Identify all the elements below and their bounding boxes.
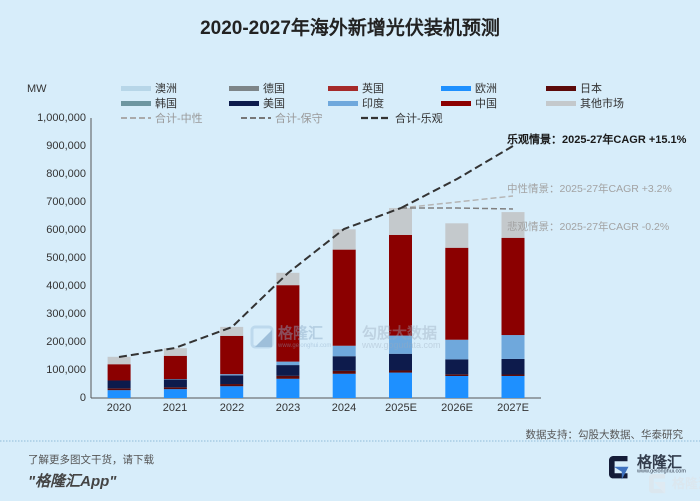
svg-text:数据支持：勾股大数据、华泰研究: 数据支持：勾股大数据、华泰研究 <box>526 428 684 441</box>
svg-text:中性情景：2025-27年CAGR +3.2%: 中性情景：2025-27年CAGR +3.2% <box>507 182 672 195</box>
svg-text:600,000: 600,000 <box>46 224 86 236</box>
svg-text:格隆汇: 格隆汇 <box>278 324 323 342</box>
svg-text:合计-保守: 合计-保守 <box>275 111 323 125</box>
svg-text:悲观情景：2025-27年CAGR -0.2%: 悲观情景：2025-27年CAGR -0.2% <box>507 220 669 233</box>
svg-text:韩国: 韩国 <box>155 96 177 110</box>
svg-text:英国: 英国 <box>362 81 384 95</box>
svg-text:中国: 中国 <box>475 97 497 110</box>
svg-text:800,000: 800,000 <box>46 168 86 180</box>
svg-text:合计-中性: 合计-中性 <box>155 111 203 125</box>
svg-text:澳洲: 澳洲 <box>155 82 177 95</box>
svg-text:900,000: 900,000 <box>46 140 86 152</box>
svg-text:www.gogudata.com: www.gogudata.com <box>361 340 441 350</box>
svg-text:1,000,000: 1,000,000 <box>37 112 86 124</box>
svg-text:"格隆汇App": "格隆汇App" <box>28 473 117 490</box>
svg-text:2022: 2022 <box>220 402 244 414</box>
svg-text:300,000: 300,000 <box>46 308 86 320</box>
svg-text:日本: 日本 <box>580 81 602 95</box>
svg-text:200,000: 200,000 <box>46 336 86 348</box>
svg-text:其他市场: 其他市场 <box>580 96 624 110</box>
svg-text:德国: 德国 <box>263 81 285 95</box>
svg-text:MW: MW <box>27 83 47 95</box>
svg-text:2025E: 2025E <box>385 402 417 414</box>
svg-text:2021: 2021 <box>163 402 187 414</box>
svg-text:欧洲: 欧洲 <box>475 82 497 95</box>
svg-text:700,000: 700,000 <box>46 196 86 208</box>
svg-text:2024: 2024 <box>332 402 356 414</box>
svg-text:2023: 2023 <box>276 402 300 414</box>
svg-text:美国: 美国 <box>263 97 285 110</box>
svg-text:乐观情景：2025-27年CAGR +15.1%: 乐观情景：2025-27年CAGR +15.1% <box>507 132 687 146</box>
svg-text:格隆汇: 格隆汇 <box>672 476 700 491</box>
svg-text:400,000: 400,000 <box>46 280 86 292</box>
svg-text:2027E: 2027E <box>497 402 529 414</box>
svg-text:0: 0 <box>80 392 86 404</box>
svg-text:www.gelonghui.com: www.gelonghui.com <box>277 343 331 349</box>
svg-text:了解更多图文干货，请下载: 了解更多图文干货，请下载 <box>28 453 154 466</box>
svg-text:www.gelonghui.com: www.gelonghui.com <box>636 469 686 475</box>
svg-text:2026E: 2026E <box>441 402 473 414</box>
svg-text:印度: 印度 <box>362 96 384 110</box>
svg-text:100,000: 100,000 <box>46 364 86 376</box>
svg-text:500,000: 500,000 <box>46 252 86 264</box>
svg-text:合计-乐观: 合计-乐观 <box>395 111 443 125</box>
svg-text:2020: 2020 <box>107 402 131 414</box>
